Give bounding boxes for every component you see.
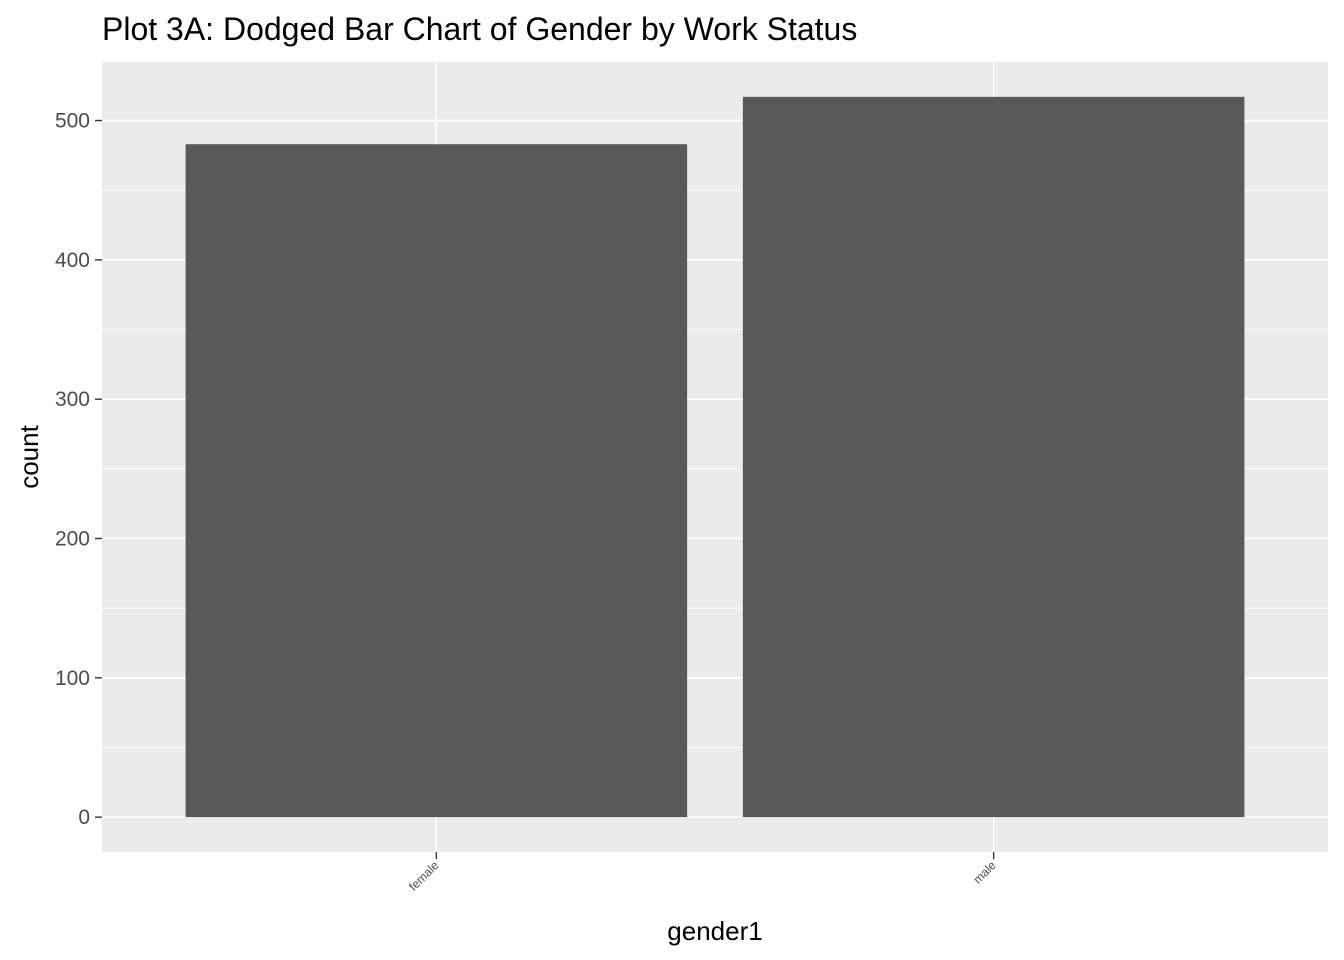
x-tick-label: male [970, 858, 999, 887]
y-tick-label: 100 [55, 667, 90, 690]
y-tick-label: 300 [55, 388, 90, 411]
x-axis: female male [406, 852, 999, 894]
bars [185, 96, 1245, 818]
bar-male [742, 96, 1245, 818]
y-tick-label: 0 [78, 806, 90, 829]
x-axis-title: gender1 [667, 916, 762, 946]
y-tick-label: 500 [55, 110, 90, 133]
y-tick-label: 200 [55, 528, 90, 551]
y-axis-title: count [14, 424, 44, 488]
y-axis: 0 100 200 300 400 500 [55, 110, 102, 829]
chart-title: Plot 3A: Dodged Bar Chart of Gender by W… [102, 11, 857, 47]
y-tick-label: 400 [55, 249, 90, 272]
x-tick-label: female [406, 858, 442, 894]
bar-female [185, 144, 688, 818]
